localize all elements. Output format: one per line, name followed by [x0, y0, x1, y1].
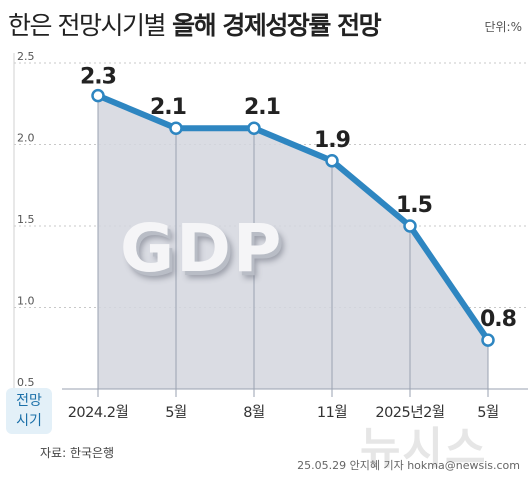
- data-label: 2.3: [80, 65, 116, 90]
- title-light: 한은 전망시기별: [8, 11, 166, 40]
- y-tick-label: 1.5: [17, 213, 35, 226]
- data-label: 2.1: [150, 95, 186, 120]
- series-line: [95, 92, 491, 344]
- x-tick-label: 5월: [165, 404, 187, 421]
- y-tick-label: 1.0: [17, 295, 35, 308]
- title-bold: 올해 경제성장률 전망: [172, 11, 381, 40]
- x-axis-label: 전망 시기: [6, 388, 52, 434]
- gdp-annotation: GDP: [120, 210, 284, 287]
- source-note: 자료: 한국은행: [40, 446, 115, 460]
- x-tick-label: 5월: [477, 404, 499, 421]
- data-point: [481, 333, 495, 347]
- data-point: [403, 219, 417, 233]
- x-tick-label: 2025년2월: [375, 404, 444, 421]
- unit-label: 단위:%: [484, 20, 522, 34]
- data-point: [247, 121, 261, 135]
- x-axis-label-line1: 전망: [16, 393, 42, 409]
- data-point: [91, 88, 105, 103]
- area-fill: [98, 95, 488, 389]
- data-point: [169, 121, 183, 135]
- data-label: 2.1: [244, 95, 280, 120]
- credit-line: 25.05.29 안지혜 기자 hokma@newsis.com: [297, 459, 520, 472]
- y-tick-label: 0.5: [17, 376, 35, 389]
- data-label: 1.9: [314, 128, 350, 153]
- y-tick-label: 2.5: [17, 50, 35, 63]
- page-title: 한은 전망시기별 올해 경제성장률 전망: [8, 6, 382, 42]
- data-label: 1.5: [396, 193, 432, 218]
- x-tick-label: 2024.2월: [68, 404, 129, 421]
- data-label: 0.8: [480, 307, 516, 332]
- x-tick-label: 8월: [243, 404, 265, 421]
- x-tick-label: 11월: [317, 404, 347, 421]
- data-point: [325, 154, 339, 168]
- y-tick-label: 2.0: [17, 132, 35, 145]
- header: 한은 전망시기별 올해 경제성장률 전망 단위:%: [8, 4, 522, 44]
- watermark-logo: 뉴시스: [360, 423, 488, 474]
- x-axis-label-line2: 시기: [16, 413, 42, 429]
